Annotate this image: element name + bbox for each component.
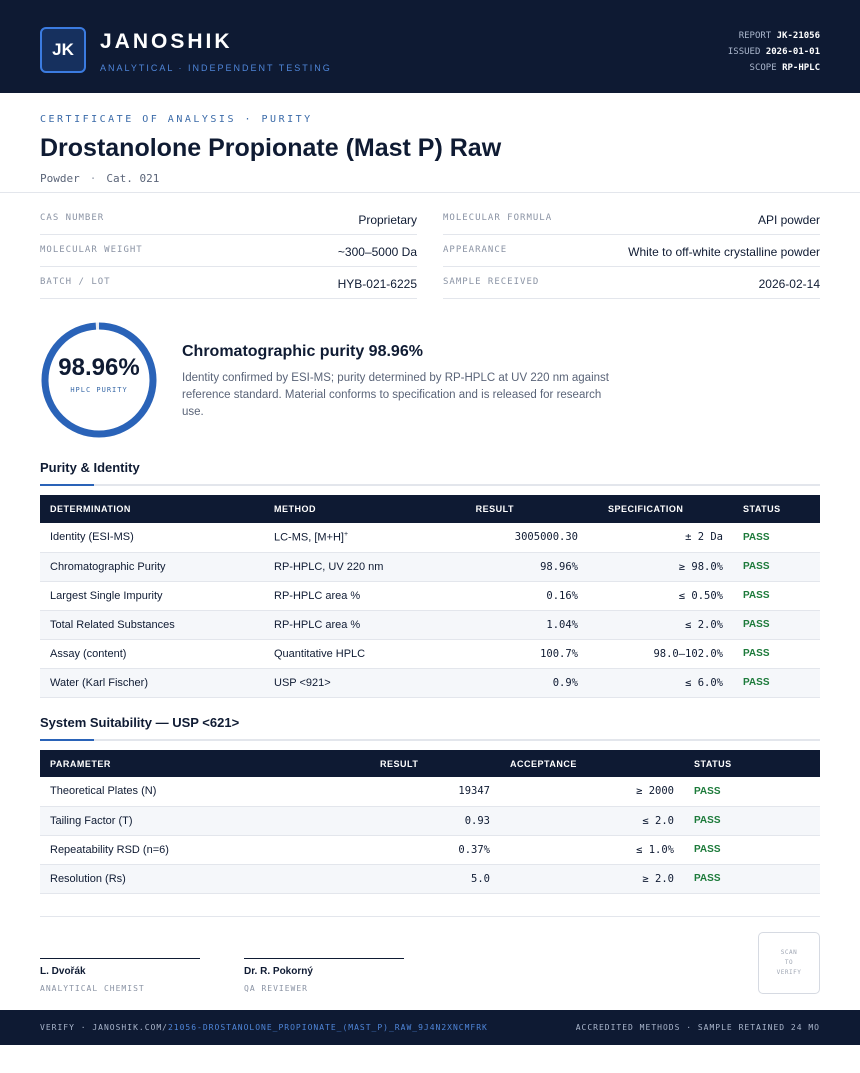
section-rule (40, 739, 820, 741)
product-form: Powder (40, 172, 80, 185)
property-appearance: APPEARANCE White to off-white crystalline… (443, 235, 820, 267)
signer-role: ANALYTICAL CHEMIST (40, 984, 145, 993)
suitability-table-header: PARAMETER RESULT ACCEPTANCE STATUS (40, 750, 820, 777)
table-row: Chromatographic Purity RP-HPLC, UV 220 n… (40, 552, 820, 582)
signature-reviewer: Dr. R. Pokorný QA REVIEWER (244, 958, 404, 993)
scope-line: SCOPE RP-HPLC (749, 63, 820, 73)
issued-line: ISSUED 2026-01-01 (727, 47, 820, 57)
status-badge: PASS (733, 668, 820, 698)
table-row: Assay (content) Quantitative HPLC 100.7%… (40, 639, 820, 669)
gauge-arc (41, 322, 157, 438)
status-badge: PASS (733, 610, 820, 640)
table-row: Largest Single Impurity RP-HPLC area % 0… (40, 581, 820, 611)
footer-note: ACCREDITED METHODS · SAMPLE RETAINED 24 … (575, 1023, 820, 1032)
col-result: RESULT (340, 750, 500, 777)
table-row: Water (Karl Fischer) USP <921> 0.9% ≤ 6.… (40, 668, 820, 698)
product-subtitle: Powder · Cat. 021 (40, 172, 160, 185)
divider (40, 916, 820, 917)
report-meta: REPORT JK-21056 ISSUED 2026-01-01 SCOPE … (728, 28, 820, 76)
brand-name: JANOSHIK (100, 30, 233, 53)
suitability-section-title: System Suitability — USP <621> (40, 715, 240, 730)
purity-table: DETERMINATION METHOD RESULT SPECIFICATIO… (40, 495, 820, 698)
verify-link[interactable]: 21056-DROSTANOLONE_PROPIONATE_(MAST_P)_R… (167, 1023, 488, 1032)
purity-section-title: Purity & Identity (40, 460, 140, 475)
table-row: Theoretical Plates (N) 19347 ≥ 2000 PASS (40, 777, 820, 807)
verify-line: VERIFY · JANOSHIK.COM/21056-DROSTANOLONE… (40, 1023, 488, 1032)
table-row: Total Related Substances RP-HPLC area % … (40, 610, 820, 640)
status-badge: PASS (684, 806, 820, 836)
document-type: CERTIFICATE OF ANALYSIS · PURITY (40, 114, 313, 125)
verify-qr[interactable]: SCAN TO VERIFY (758, 932, 820, 994)
table-row: Repeatability RSD (n=6) 0.37% ≤ 1.0% PAS… (40, 835, 820, 865)
status-badge: PASS (733, 639, 820, 669)
divider (0, 192, 860, 193)
section-rule (40, 484, 820, 486)
product-title: Drostanolone Propionate (Mast P) Raw (40, 134, 502, 162)
report-header: JK JANOSHIK ANALYTICAL · INDEPENDENT TES… (0, 0, 860, 93)
col-status: STATUS (733, 495, 820, 523)
status-badge: PASS (684, 864, 820, 894)
signature-chemist: L. Dvořák ANALYTICAL CHEMIST (40, 958, 200, 993)
brand-tagline: ANALYTICAL · INDEPENDENT TESTING (100, 63, 332, 73)
property-weight: MOLECULAR WEIGHT ~300–5000 Da (40, 235, 417, 267)
status-badge: PASS (733, 581, 820, 611)
signer-name: L. Dvořák (40, 966, 86, 977)
gauge-label: HPLC PURITY (70, 386, 128, 394)
status-badge: PASS (684, 835, 820, 865)
status-badge: PASS (733, 523, 820, 553)
col-specification: SPECIFICATION (588, 495, 733, 523)
gauge-value: 98.96% (58, 354, 140, 381)
property-batch: BATCH / LOT HYB-021-6225 (40, 267, 417, 299)
report-id-line: REPORT JK-21056 (738, 31, 820, 41)
report-id: JK-21056 (776, 31, 820, 41)
signer-name: Dr. R. Pokorný (244, 966, 313, 977)
product-catalog: Cat. 021 (106, 172, 160, 185)
table-row: Identity (ESI-MS) LC-MS, [M+H]+ 3005000.… (40, 523, 820, 553)
report-footer: VERIFY · JANOSHIK.COM/21056-DROSTANOLONE… (0, 1010, 860, 1045)
col-status: STATUS (684, 750, 820, 777)
brand-logo: JK (40, 27, 86, 73)
property-received: SAMPLE RECEIVED 2026-02-14 (443, 267, 820, 299)
suitability-table: PARAMETER RESULT ACCEPTANCE STATUS Theor… (40, 750, 820, 894)
table-row: Tailing Factor (T) 0.93 ≤ 2.0 PASS (40, 806, 820, 836)
summary-body: Identity confirmed by ESI-MS; purity det… (182, 372, 609, 418)
col-method: METHOD (264, 495, 432, 523)
col-acceptance: ACCEPTANCE (500, 750, 684, 777)
status-badge: PASS (733, 552, 820, 582)
col-determination: DETERMINATION (40, 495, 264, 523)
property-cas: CAS NUMBER Proprietary (40, 203, 417, 235)
property-formula: MOLECULAR FORMULA API powder (443, 203, 820, 235)
status-badge: PASS (684, 777, 820, 807)
table-row: Resolution (Rs) 5.0 ≥ 2.0 PASS (40, 864, 820, 894)
purity-table-header: DETERMINATION METHOD RESULT SPECIFICATIO… (40, 495, 820, 523)
col-result: RESULT (432, 495, 588, 523)
scope-value: RP-HPLC (782, 63, 820, 73)
summary-title: Chromatographic purity 98.96% (182, 343, 423, 360)
col-parameter: PARAMETER (40, 750, 340, 777)
purity-gauge (41, 322, 157, 438)
signer-role: QA REVIEWER (244, 984, 308, 993)
issued-date: 2026-01-01 (765, 47, 820, 57)
